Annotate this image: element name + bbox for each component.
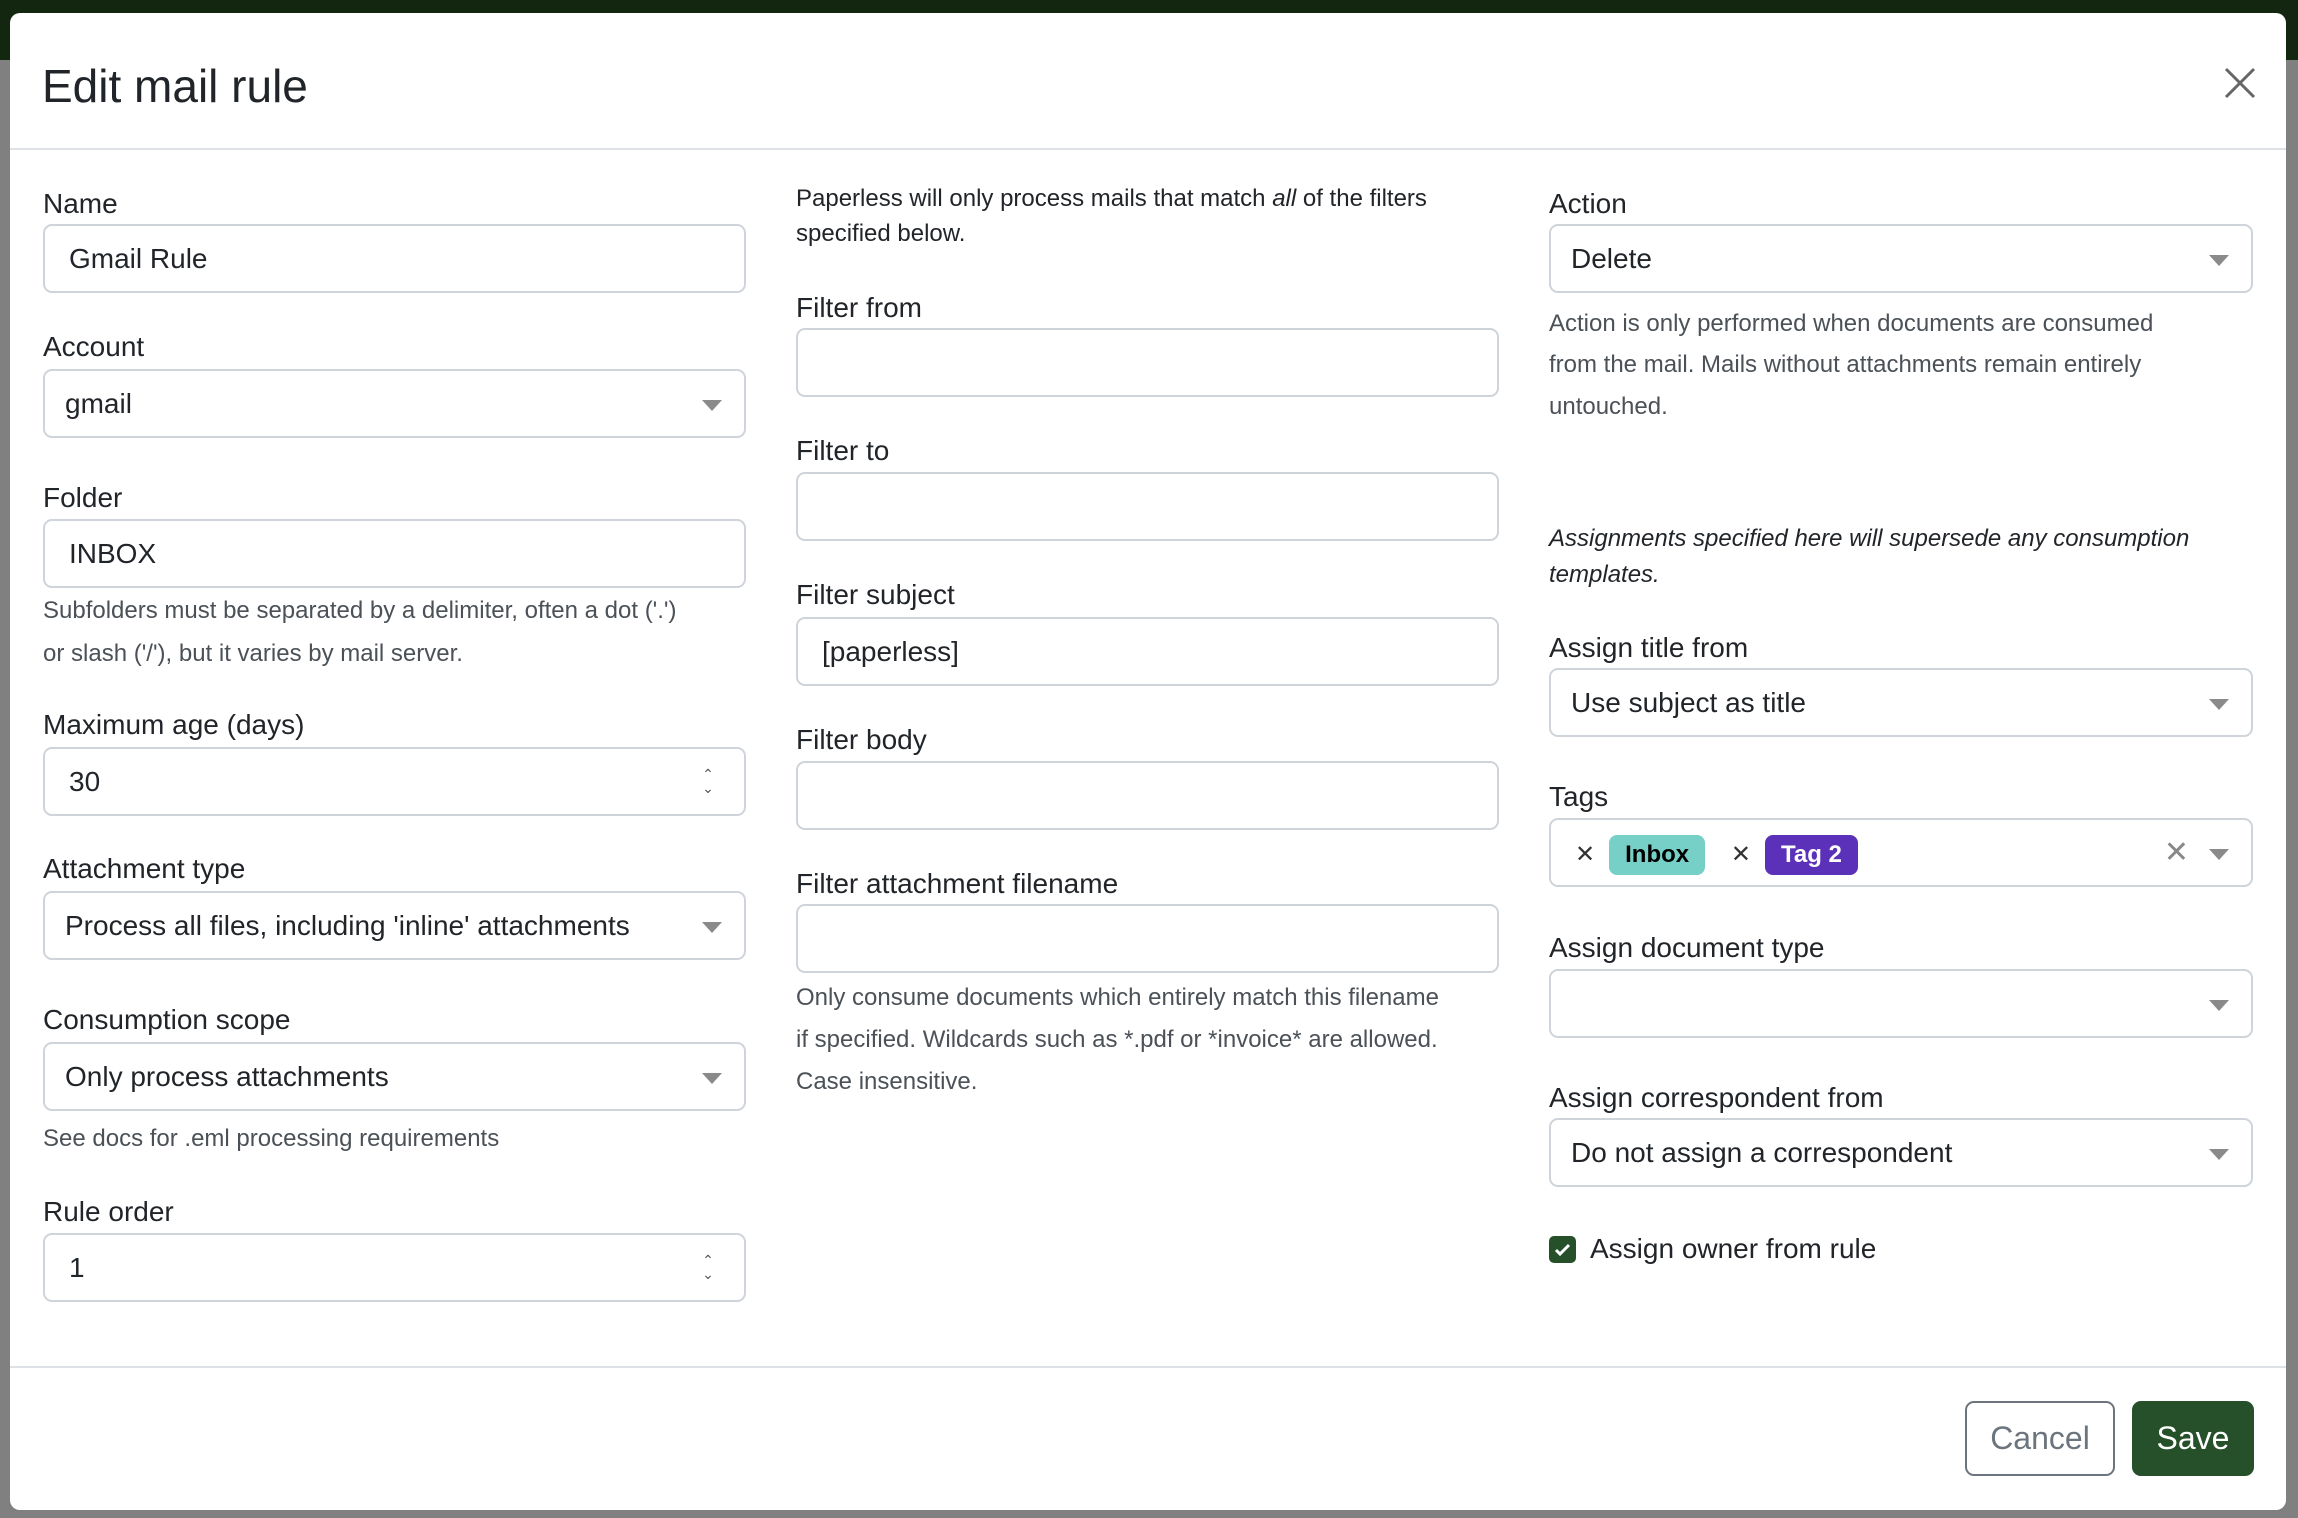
- assign-title-select[interactable]: Use subject as title: [1549, 668, 2253, 737]
- action-label: Action: [1549, 188, 1627, 219]
- filter-to-input[interactable]: [796, 472, 1499, 541]
- folder-help-1: Subfolders must be separated by a delimi…: [43, 597, 677, 624]
- folder-help-2: or slash ('/'), but it varies by mail se…: [43, 640, 463, 667]
- rule-order-input[interactable]: 1 ⌃ ⌄: [43, 1233, 746, 1302]
- action-help-2: from the mail. Mails without attachments…: [1549, 351, 2142, 378]
- owner-checkbox-label[interactable]: Assign owner from rule: [1590, 1233, 1877, 1264]
- intro-text: Paperless will only process mails that m…: [796, 185, 1273, 212]
- intro-text: of the filters: [1296, 185, 1427, 212]
- consumption-scope-value: Only process attachments: [65, 1061, 389, 1092]
- account-select[interactable]: gmail: [43, 369, 746, 438]
- max-age-value: 30: [69, 766, 101, 797]
- caret-down-icon: [702, 922, 722, 933]
- folder-label: Folder: [43, 482, 123, 513]
- folder-input[interactable]: INBOX: [43, 519, 746, 588]
- consumption-scope-label: Consumption scope: [43, 1004, 291, 1035]
- dialog-title: Edit mail rule: [42, 60, 308, 112]
- attachment-type-value: Process all files, including 'inline' at…: [65, 910, 630, 941]
- filter-to-label: Filter to: [796, 435, 890, 466]
- filter-attachment-help-2: if specified. Wildcards such as *.pdf or…: [796, 1026, 1438, 1053]
- doc-type-select[interactable]: [1549, 969, 2253, 1038]
- spinner-icon[interactable]: ⌃ ⌄: [702, 1252, 714, 1282]
- filters-intro-2: specified below.: [796, 220, 966, 247]
- account-label: Account: [43, 331, 145, 362]
- tags-select[interactable]: ✕ Inbox ✕ Tag 2 ✕: [1549, 818, 2253, 887]
- caret-down-icon: [702, 1073, 722, 1084]
- action-help-3: untouched.: [1549, 393, 1668, 420]
- owner-checkbox[interactable]: [1549, 1236, 1576, 1263]
- name-input[interactable]: Gmail Rule: [43, 224, 746, 293]
- caret-down-icon: [2209, 255, 2229, 266]
- filter-body-label: Filter body: [796, 724, 927, 755]
- correspondent-select[interactable]: Do not assign a correspondent: [1549, 1118, 2253, 1187]
- filter-from-label: Filter from: [796, 292, 922, 323]
- attachment-type-label: Attachment type: [43, 853, 246, 884]
- assignments-note-1: Assignments specified here will supersed…: [1549, 525, 2190, 552]
- action-select[interactable]: Delete: [1549, 224, 2253, 293]
- correspondent-label: Assign correspondent from: [1549, 1082, 1884, 1113]
- max-age-input[interactable]: 30 ⌃ ⌄: [43, 747, 746, 816]
- account-value: gmail: [65, 388, 132, 419]
- rule-order-value: 1: [69, 1252, 85, 1283]
- consumption-scope-select[interactable]: Only process attachments: [43, 1042, 746, 1111]
- caret-down-icon: [2209, 1149, 2229, 1160]
- consumption-scope-help: See docs for .eml processing requirement…: [43, 1125, 500, 1152]
- max-age-label: Maximum age (days): [43, 709, 305, 740]
- name-label: Name: [43, 188, 118, 219]
- filter-subject-input[interactable]: [paperless]: [796, 617, 1499, 686]
- filters-intro: Paperless will only process mails that m…: [796, 178, 1427, 220]
- caret-down-icon: [2209, 1000, 2229, 1011]
- header-divider: [10, 148, 2286, 150]
- assignments-note-2: templates.: [1549, 561, 1660, 588]
- remove-tag-icon[interactable]: ✕: [1730, 841, 1751, 869]
- caret-down-icon: [2209, 849, 2229, 860]
- tag-tag-2: Tag 2: [1765, 834, 1858, 875]
- tags-label: Tags: [1549, 781, 1609, 812]
- cancel-button[interactable]: Cancel: [1965, 1401, 2115, 1476]
- check-icon: [1554, 1243, 1571, 1257]
- intro-emphasis: all: [1272, 185, 1297, 212]
- caret-down-icon: [2209, 699, 2229, 710]
- edit-mail-rule-dialog: Edit mail rule Name Gmail Rule Account g…: [10, 13, 2286, 1510]
- assign-title-label: Assign title from: [1549, 632, 1749, 663]
- attachment-type-select[interactable]: Process all files, including 'inline' at…: [43, 891, 746, 960]
- footer-divider: [10, 1366, 2286, 1368]
- close-icon[interactable]: [2218, 61, 2262, 105]
- action-value: Delete: [1571, 243, 1652, 274]
- filter-body-input[interactable]: [796, 761, 1499, 830]
- filter-attachment-label: Filter attachment filename: [796, 868, 1119, 899]
- tag-inbox: Inbox: [1609, 834, 1706, 875]
- filter-attachment-help-3: Case insensitive.: [796, 1068, 978, 1095]
- filter-from-input[interactable]: [796, 328, 1499, 397]
- caret-down-icon: [702, 400, 722, 411]
- filter-subject-label: Filter subject: [796, 579, 955, 610]
- save-button[interactable]: Save: [2132, 1401, 2254, 1476]
- clear-all-icon[interactable]: ✕: [2163, 836, 2189, 869]
- filter-attachment-input[interactable]: [796, 904, 1499, 973]
- correspondent-value: Do not assign a correspondent: [1571, 1137, 1953, 1168]
- filter-attachment-help-1: Only consume documents which entirely ma…: [796, 984, 1439, 1011]
- assign-title-value: Use subject as title: [1571, 687, 1806, 718]
- spinner-icon[interactable]: ⌃ ⌄: [702, 766, 714, 796]
- remove-tag-icon[interactable]: ✕: [1575, 841, 1596, 869]
- rule-order-label: Rule order: [43, 1196, 174, 1227]
- action-help-1: Action is only performed when documents …: [1549, 310, 2154, 337]
- doc-type-label: Assign document type: [1549, 932, 1825, 963]
